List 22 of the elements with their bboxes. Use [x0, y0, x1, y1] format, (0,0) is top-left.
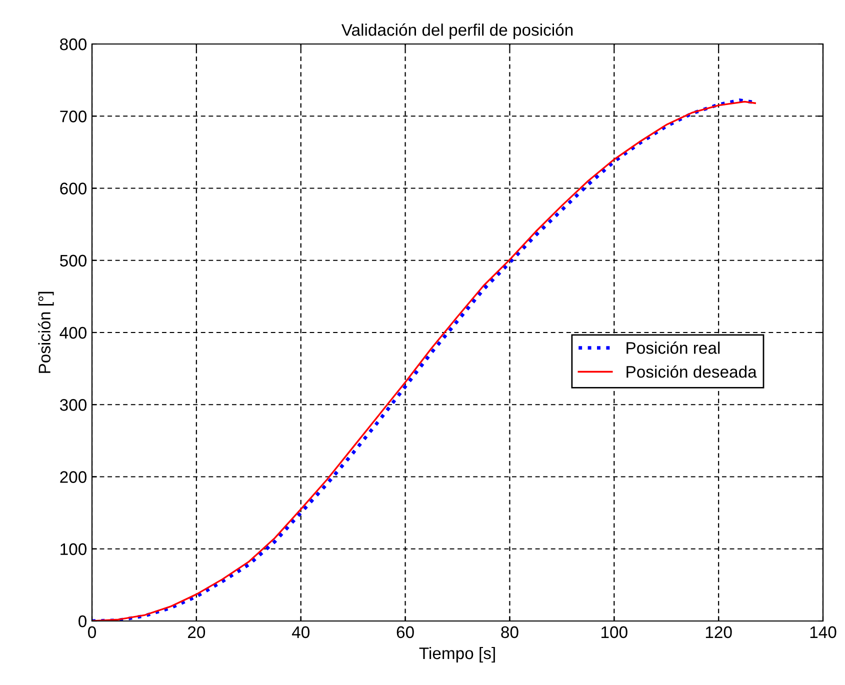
x-axis-title: Tiempo [s]	[419, 646, 495, 662]
x-tick-label: 0	[88, 626, 96, 638]
x-tick-label: 20	[188, 626, 206, 638]
chart-title: Validación del perfil de posición	[341, 23, 573, 40]
y-tick-label: 700	[60, 110, 86, 122]
y-tick-label: 600	[60, 182, 86, 194]
y-tick-label: 300	[60, 399, 86, 411]
y-tick-label: 200	[60, 471, 86, 483]
x-tick-label: 120	[706, 626, 732, 638]
y-tick-label: 800	[60, 38, 86, 50]
x-tick-label: 140	[810, 626, 836, 638]
x-tick-label: 60	[396, 626, 414, 638]
legend-label: Posición deseada	[626, 365, 757, 378]
y-axis-title: Posición [°]	[38, 292, 54, 373]
x-tick-label: 80	[501, 626, 518, 638]
y-tick-label: 500	[60, 254, 86, 267]
x-tick-label: 40	[292, 626, 310, 638]
y-tick-label: 400	[60, 326, 86, 339]
y-tick-label: 0	[78, 615, 86, 628]
x-tick-label: 100	[602, 626, 628, 638]
y-tick-label: 100	[60, 543, 86, 556]
legend-label: Posición real	[626, 341, 720, 354]
